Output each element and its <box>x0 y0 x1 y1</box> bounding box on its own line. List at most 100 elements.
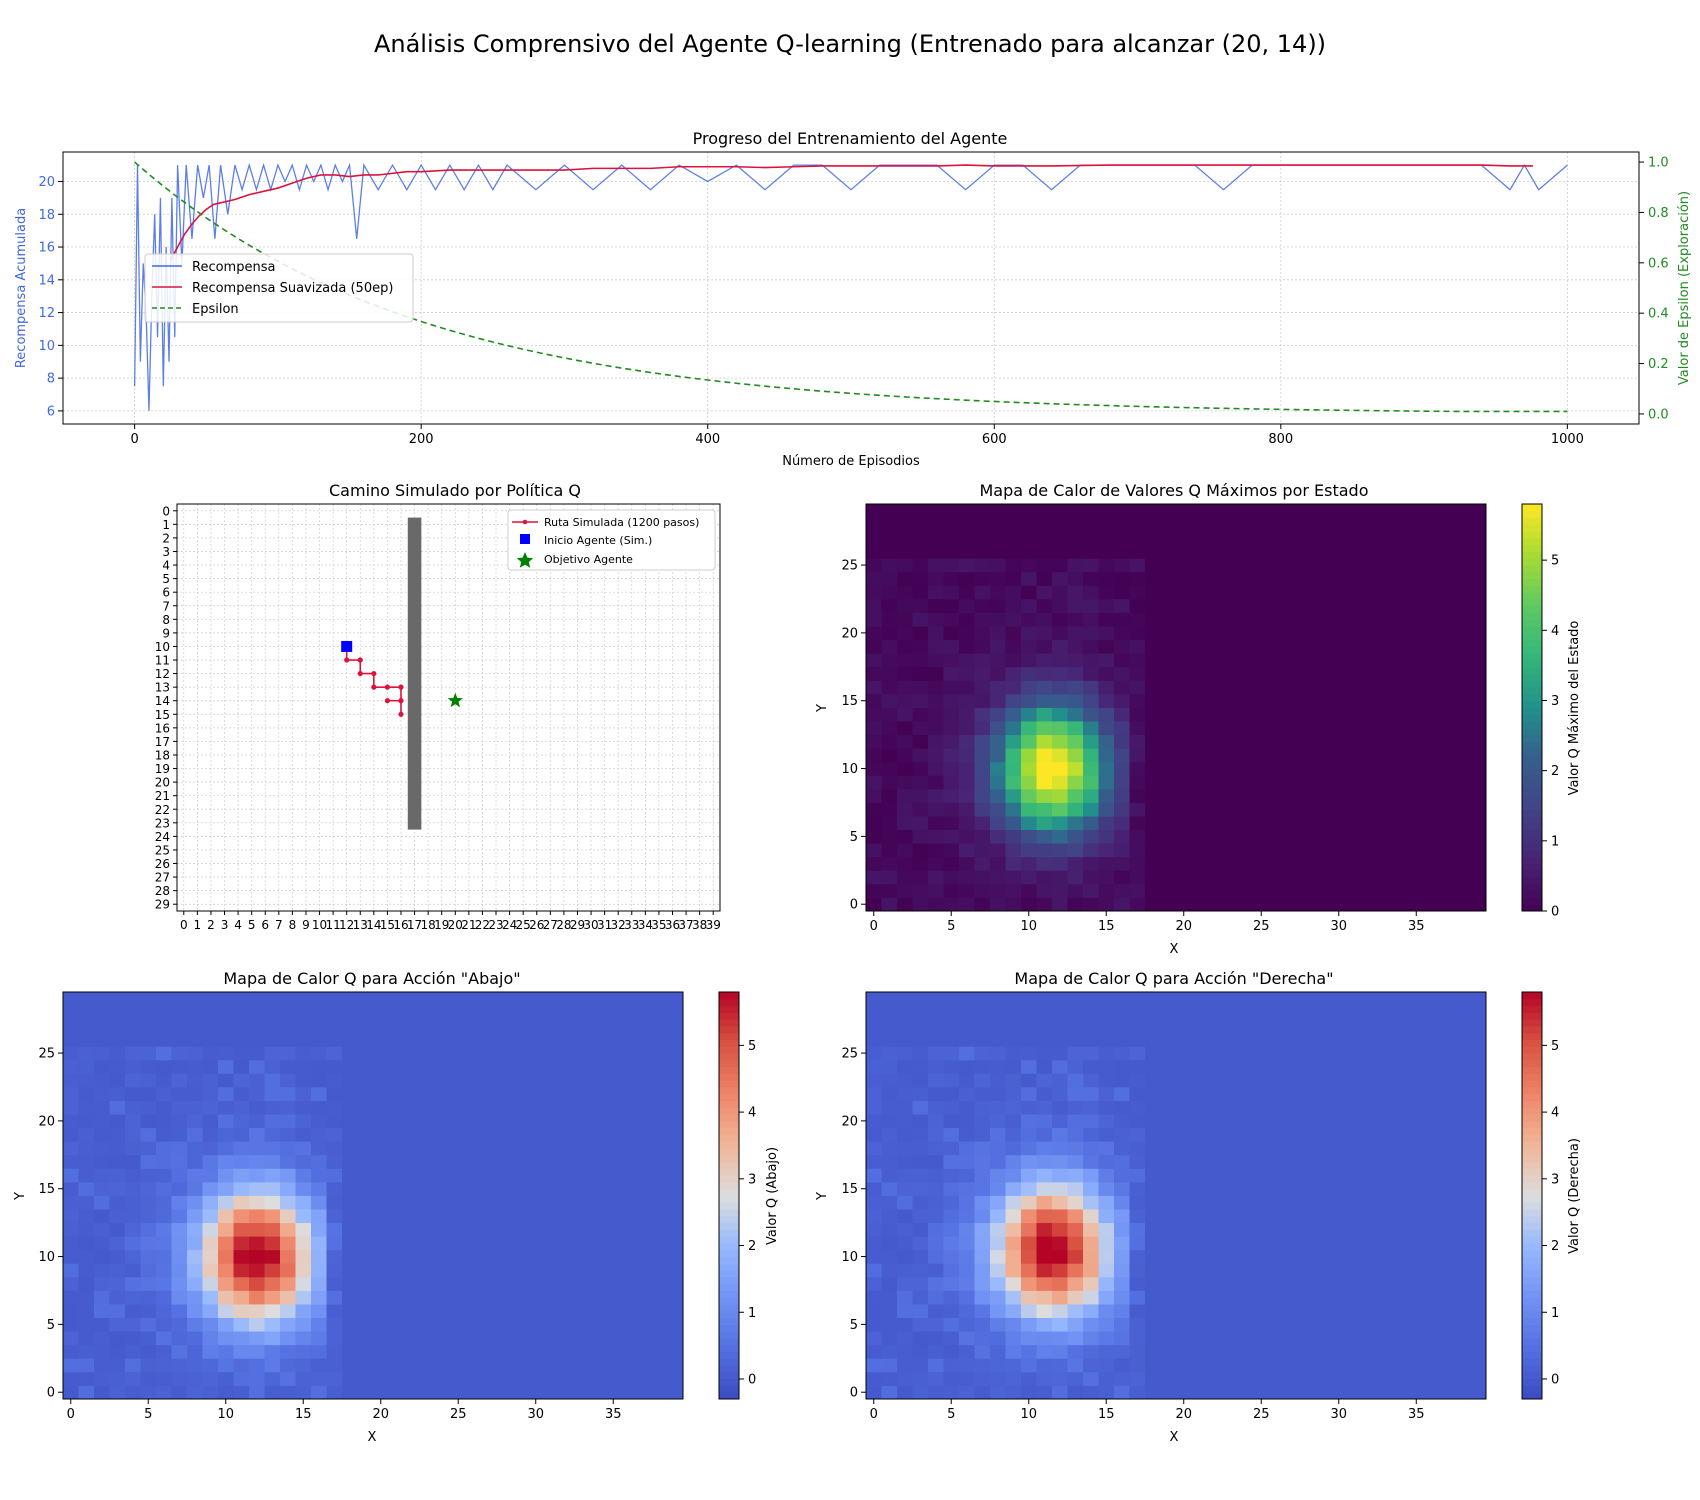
heatmap-cell <box>912 571 929 586</box>
heatmap-cell <box>1377 1249 1394 1264</box>
heatmap-cell <box>78 1263 95 1278</box>
heatmap-cell <box>897 1317 913 1332</box>
heatmap-cell <box>512 1290 529 1305</box>
heatmap-cell <box>605 1263 622 1278</box>
heatmap-cell <box>63 1344 79 1359</box>
heatmap-cell <box>1284 856 1301 871</box>
heatmap-cell <box>1083 829 1099 844</box>
heatmap-cell <box>974 1154 991 1169</box>
heatmap-cell <box>1284 829 1301 844</box>
heatmap-ytick-label: 0 <box>850 1386 858 1401</box>
heatmap-cell <box>156 1331 172 1346</box>
heatmap-cell <box>435 1046 451 1061</box>
heatmap-cell <box>1036 707 1053 722</box>
heatmap-cell <box>1176 761 1192 776</box>
heatmap-cell <box>1160 653 1177 668</box>
heatmap-cell <box>1067 1385 1084 1400</box>
path-ytick-label: 19 <box>155 762 170 776</box>
heatmap-cell <box>1145 992 1161 1006</box>
heatmap-cell <box>1222 693 1239 708</box>
heatmap-cell <box>342 1195 358 1210</box>
heatmap-cell <box>1362 1276 1378 1291</box>
heatmap-cell <box>1408 1114 1425 1129</box>
heatmap-cell <box>1269 883 1285 898</box>
heatmap-cell <box>1207 1331 1223 1346</box>
colorbar-tick-label: 0 <box>1551 1372 1559 1387</box>
heatmap-cell <box>1455 1304 1471 1318</box>
heatmap-cell <box>1036 571 1053 586</box>
heatmap-cell <box>528 1276 544 1291</box>
heatmap-cell <box>990 1168 1006 1183</box>
heatmap-cell <box>1036 653 1053 668</box>
heatmap-cell <box>1269 1290 1285 1305</box>
heatmap-cell <box>1176 1141 1192 1156</box>
heatmap-cell <box>295 1222 312 1237</box>
heatmap-cell <box>1005 558 1022 573</box>
heatmap-cell <box>1207 816 1223 830</box>
heatmap-cell <box>1207 992 1223 1006</box>
heatmap-cell <box>1160 1276 1177 1291</box>
heatmap-cell <box>1284 897 1301 912</box>
heatmap-cell <box>342 1127 358 1142</box>
heatmap-cell <box>218 1331 234 1346</box>
heatmap-cell <box>1470 1385 1487 1400</box>
heatmap-cell <box>466 1276 482 1291</box>
heatmap-cell <box>1176 558 1192 573</box>
heatmap-cell <box>1377 1290 1394 1305</box>
heatmap-cell <box>202 1249 219 1264</box>
heatmap-cell <box>187 1046 203 1061</box>
heatmap-cell <box>295 1317 312 1332</box>
heatmap-cell <box>342 1154 358 1169</box>
heatmap-cell <box>1176 1304 1192 1318</box>
heatmap-cell <box>1315 748 1332 763</box>
heatmap-cell <box>1052 1290 1068 1305</box>
heatmap-cell <box>1145 748 1161 763</box>
heatmap-cell <box>1362 1317 1378 1332</box>
heatmap-cell <box>974 1371 991 1386</box>
heatmap-cell <box>388 1086 405 1101</box>
heatmap-cell <box>1114 1304 1130 1318</box>
heatmap-cell <box>1005 1263 1022 1278</box>
heatmap-cell <box>1455 1046 1471 1061</box>
heatmap-cell <box>1083 1073 1099 1088</box>
heatmap-cell <box>636 1086 653 1101</box>
heatmap-cell <box>1129 680 1146 695</box>
heatmap-cell <box>1052 1154 1068 1169</box>
heatmap-cell <box>1315 1032 1332 1047</box>
heatmap-cell <box>559 1358 575 1373</box>
heatmap-cell <box>1284 1371 1301 1386</box>
heatmap-cell <box>959 1168 975 1183</box>
colorbar-tick-label: 3 <box>748 1172 756 1187</box>
heatmap-cell <box>1300 802 1316 817</box>
heatmap-cell <box>1036 748 1053 763</box>
heatmap-cell <box>1253 1331 1270 1346</box>
heatmap-cell <box>1114 598 1130 613</box>
heatmap-cell <box>590 1371 606 1386</box>
heatmap-cell <box>1098 1141 1115 1156</box>
heatmap-cell <box>1067 693 1084 708</box>
heatmap-cell <box>897 693 913 708</box>
heatmap-cell <box>1114 1236 1130 1251</box>
heatmap-cell <box>280 1195 296 1210</box>
heatmap-cell <box>109 1371 126 1386</box>
heatmap-cell <box>1222 1249 1239 1264</box>
heatmap-cell <box>1005 1154 1022 1169</box>
heatmap-cell <box>264 992 281 1006</box>
heatmap-cell <box>388 1100 405 1115</box>
heatmap-cell <box>974 612 991 627</box>
heatmap-cell <box>1253 558 1270 573</box>
colorbar-segment <box>1522 1270 1542 1278</box>
heatmap-cell <box>326 1059 343 1074</box>
heatmap-cell <box>1393 598 1409 613</box>
heatmap-cell <box>1300 897 1316 912</box>
heatmap-cell <box>1362 571 1378 586</box>
heatmap-cell <box>1098 883 1115 898</box>
colorbar-frame <box>718 991 740 1400</box>
heatmap-cell <box>1005 1141 1022 1156</box>
heatmap-ytick-label: 20 <box>841 1114 858 1129</box>
heatmap-cell <box>1098 639 1115 654</box>
heatmap-cell <box>78 1114 95 1129</box>
heatmap-cell <box>1067 1005 1084 1020</box>
heatmap-cell <box>866 598 882 613</box>
heatmap-cell <box>1160 1154 1177 1169</box>
